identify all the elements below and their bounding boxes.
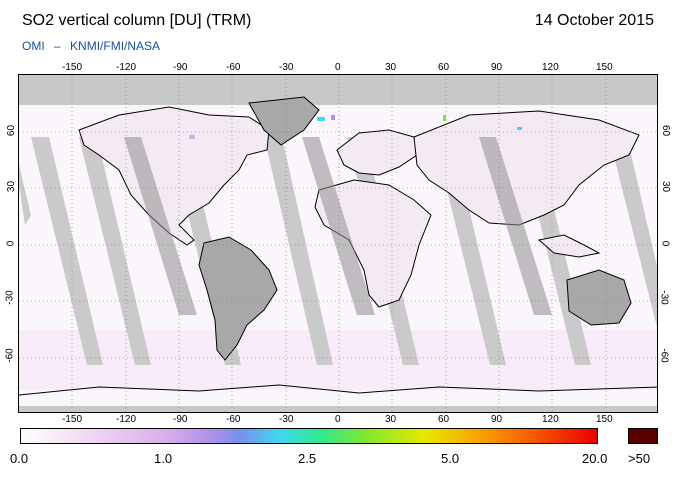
top-lon-label: -30 xyxy=(279,62,294,73)
europe xyxy=(336,129,418,176)
so2-pixel xyxy=(317,117,325,121)
indonesia xyxy=(537,234,601,258)
credit-institutions: KNMI/FMI/NASA xyxy=(70,39,161,53)
dark-orbit-strip xyxy=(124,137,197,315)
australia xyxy=(566,269,632,326)
so2-pixel xyxy=(331,115,335,120)
bottom-lon-label: 60 xyxy=(438,414,450,425)
top-lon-label: 60 xyxy=(438,62,450,73)
left-lat-label: 0 xyxy=(5,240,17,247)
top-lon-label: 90 xyxy=(491,62,503,73)
credit-instrument: OMI xyxy=(22,39,45,53)
colorbar-label: 1.0 xyxy=(154,451,173,466)
orbit-gap-swath xyxy=(19,165,31,225)
graticule xyxy=(19,75,657,412)
bottom-lon-label: -120 xyxy=(116,414,137,425)
so2-map xyxy=(19,75,657,412)
credit-dash: – xyxy=(54,39,61,53)
dark-orbit-strip xyxy=(479,137,552,315)
bottom-lon-label: 30 xyxy=(385,414,397,425)
colorbar-label: 20.0 xyxy=(582,451,608,466)
map-date: 14 October 2015 xyxy=(534,12,654,29)
so2-pixels xyxy=(189,115,522,139)
data-credit: OMI – KNMI/FMI/NASA xyxy=(22,39,160,53)
right-lat-label: 30 xyxy=(660,180,672,193)
map-frame xyxy=(18,74,658,413)
so2-pixel xyxy=(189,135,195,139)
orbit-gap-swath xyxy=(31,137,103,365)
top-lon-label: -90 xyxy=(173,62,188,73)
left-lat-label: -60 xyxy=(4,348,16,363)
colorbar-overflow-label: >50 xyxy=(628,451,651,466)
arctic-nodata xyxy=(19,75,657,105)
colorbar xyxy=(20,428,598,444)
top-lon-label: -60 xyxy=(226,62,241,73)
asia xyxy=(413,110,640,226)
bottom-lon-label: 120 xyxy=(542,414,559,425)
orbit-gap-swath xyxy=(79,137,151,365)
bottom-lon-label: -90 xyxy=(173,414,188,425)
orbit-gap-swath xyxy=(259,115,333,365)
right-lat-label: 0 xyxy=(659,240,671,247)
left-lat-label: 30 xyxy=(6,180,18,193)
top-lon-label: 0 xyxy=(335,62,341,73)
colorbar-overflow-swatch xyxy=(628,428,658,444)
top-lon-label: 120 xyxy=(542,62,559,73)
right-lat-label: -30 xyxy=(658,290,670,305)
dark-orbit-strips xyxy=(124,137,552,315)
orbit-gap-swath xyxy=(609,137,657,328)
bottom-lon-label: 0 xyxy=(335,414,341,425)
bottom-lon-label: -30 xyxy=(279,414,294,425)
map-title: SO2 vertical column [DU] (TRM) xyxy=(22,12,252,29)
top-lon-label: -150 xyxy=(62,62,83,73)
so2-pixel xyxy=(517,127,522,130)
left-lat-label: -30 xyxy=(4,290,16,305)
bottom-lon-label: 150 xyxy=(596,414,613,425)
top-lon-label: 30 xyxy=(385,62,397,73)
top-lon-label: -120 xyxy=(116,62,137,73)
greenland xyxy=(248,96,320,146)
bottom-lon-label: 90 xyxy=(491,414,503,425)
bottom-lon-label: -150 xyxy=(62,414,83,425)
colorbar-gradient xyxy=(21,429,597,443)
bottom-lon-label: -60 xyxy=(226,414,241,425)
south-america xyxy=(198,236,278,361)
top-lon-label: 150 xyxy=(596,62,613,73)
right-lat-label: -60 xyxy=(658,348,670,363)
antarctica xyxy=(19,384,657,396)
so2-low-tint xyxy=(19,330,657,390)
colorbar-label: 2.5 xyxy=(298,451,317,466)
antarctic-nodata xyxy=(19,406,657,412)
left-lat-label: 60 xyxy=(6,124,18,137)
so2-pixel xyxy=(443,115,446,121)
right-lat-label: 60 xyxy=(660,124,672,137)
colorbar-label: 5.0 xyxy=(441,451,460,466)
dark-orbit-strip xyxy=(302,137,375,315)
colorbar-label: 0.0 xyxy=(10,451,29,466)
